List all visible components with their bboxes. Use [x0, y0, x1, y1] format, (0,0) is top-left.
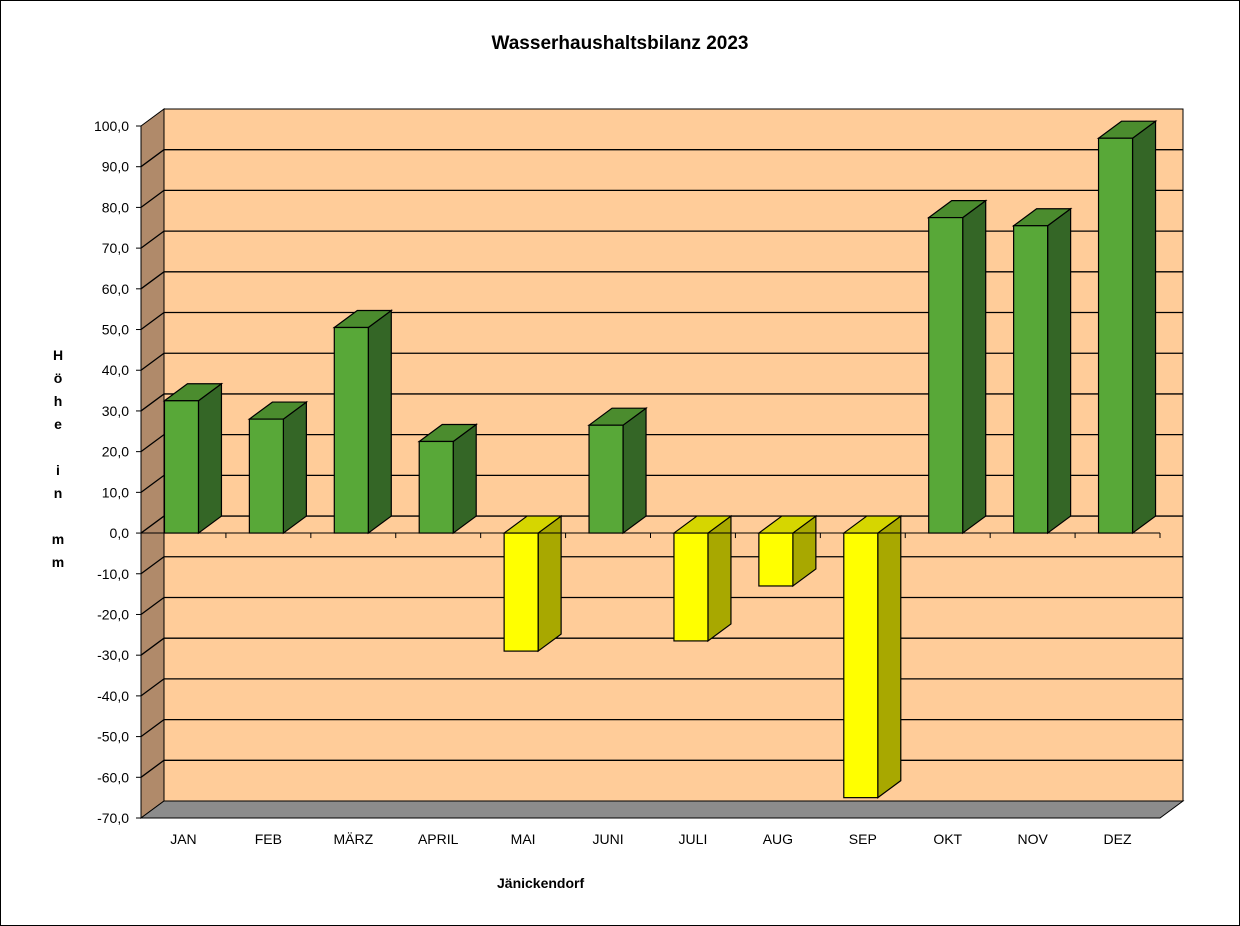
bar-front	[418, 440, 454, 534]
x-tick-label: MAI	[511, 831, 536, 847]
x-tick-label: JUNI	[592, 831, 623, 847]
y-axis-title: H ö h e i n m m	[51, 347, 65, 570]
bar-side	[197, 382, 223, 535]
y-tick-label: 70,0	[102, 240, 129, 256]
bar-front	[1013, 225, 1049, 534]
y-tick-label: 20,0	[102, 444, 129, 460]
bar-front	[673, 532, 709, 642]
bar-side	[537, 514, 562, 653]
bar-side	[1131, 120, 1157, 535]
bar-front	[333, 326, 369, 534]
bar-okt	[926, 199, 988, 535]
gridline	[140, 149, 1183, 168]
y-tick-label: -70,0	[97, 810, 129, 826]
floor	[139, 800, 1185, 819]
bar-side	[282, 400, 307, 535]
bar-front	[163, 400, 200, 534]
x-tick-label: AUG	[763, 831, 793, 847]
x-axis-title: Jänickendorf	[497, 875, 585, 891]
y-tick-label: 40,0	[102, 362, 129, 378]
bar-juni	[587, 406, 648, 535]
bar-aug	[757, 514, 818, 588]
gridline	[140, 189, 1183, 208]
y-tick-label: -20,0	[97, 606, 129, 622]
y-tick-label: -10,0	[97, 566, 129, 582]
gridline	[140, 352, 1183, 371]
bar-side	[877, 514, 902, 799]
bar-front	[248, 418, 284, 534]
x-tick-label: JULI	[679, 831, 708, 847]
y-axis: -70,0 -60,0 -50,0 -40,0 -30,0 -20,0 -10,0 0,0 10…	[94, 118, 142, 826]
x-tick-label: DEZ	[1104, 831, 1132, 847]
bar-front	[503, 532, 539, 652]
x-tick-label: JAN	[170, 831, 196, 847]
y-tick-label: -60,0	[97, 769, 129, 785]
bar-side	[707, 514, 732, 643]
bar-side	[1047, 207, 1072, 535]
y-tick-label: 50,0	[102, 322, 129, 338]
x-tick-label: SEP	[849, 831, 877, 847]
bar-märz	[332, 309, 394, 535]
bar-front	[588, 424, 624, 534]
y-tick-label: 60,0	[102, 281, 129, 297]
bar-side	[452, 423, 477, 535]
bar-mai	[502, 514, 563, 653]
chart-title: Wasserhaushaltsbilanz 2023	[491, 33, 749, 54]
bar-juli	[672, 514, 733, 643]
y-tick-label: -40,0	[97, 688, 129, 704]
bar-side	[622, 406, 647, 535]
y-tick-label: 0,0	[110, 525, 130, 541]
bar-april	[417, 423, 479, 535]
gridline	[140, 271, 1183, 290]
y-tick-label: 80,0	[102, 199, 129, 215]
bar-feb	[247, 400, 309, 535]
y-tick-label: 100,0	[94, 118, 129, 134]
bar-nov	[1011, 207, 1073, 535]
bar-side	[962, 199, 987, 535]
y-tick-label: 30,0	[102, 403, 129, 419]
x-tick-label: FEB	[255, 831, 282, 847]
bar-dez	[1096, 120, 1158, 535]
x-tick-label: APRIL	[418, 831, 459, 847]
bar-front	[758, 532, 794, 587]
gridline	[140, 230, 1183, 249]
gridline	[140, 311, 1183, 331]
y-tick-label: 90,0	[102, 159, 129, 175]
bar-jan	[162, 382, 224, 535]
x-tick-label: OKT	[933, 831, 962, 847]
bar-side	[367, 309, 392, 535]
bar-front	[1097, 137, 1134, 534]
x-tick-label: NOV	[1017, 831, 1048, 847]
bar-sep	[841, 514, 903, 799]
bar-front	[928, 216, 964, 534]
x-axis: JAN FEB MÄRZ APRIL MAI JUNI JULI AUG SEP OKT NOV DE…	[140, 532, 1161, 847]
y-tick-label: -50,0	[97, 729, 129, 745]
y-tick-label: -30,0	[97, 647, 129, 663]
x-tick-label: MÄRZ	[333, 831, 373, 847]
bar-front	[843, 532, 879, 799]
gridline	[140, 393, 1183, 412]
y-tick-label: 10,0	[102, 484, 129, 500]
side-wall	[140, 108, 165, 819]
